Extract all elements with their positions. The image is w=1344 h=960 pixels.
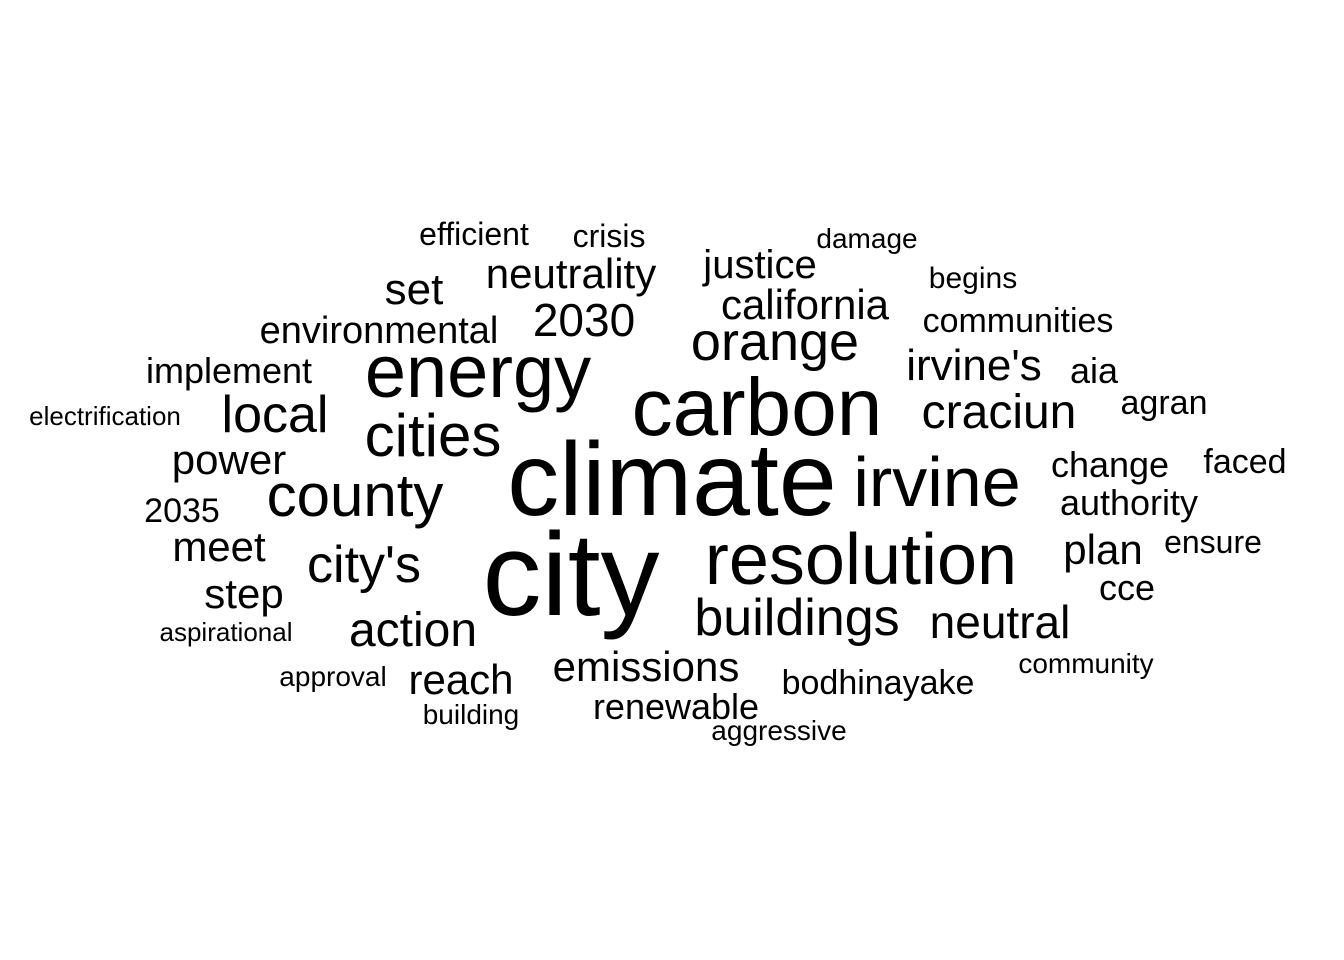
word-cce: cce — [1098, 567, 1156, 608]
word-neutrality: neutrality — [485, 250, 657, 297]
word-renewable: renewable — [592, 686, 760, 727]
word-orange: orange — [690, 312, 860, 372]
word-local: local — [221, 386, 329, 444]
word-damage: damage — [816, 223, 918, 254]
word-meet: meet — [172, 523, 266, 570]
word-climate: climate — [507, 422, 837, 538]
word-begins: begins — [928, 262, 1018, 295]
word-agran: agran — [1120, 384, 1208, 422]
word-authority: authority — [1059, 482, 1199, 523]
word-cities: cities — [364, 402, 502, 469]
word-2035: 2035 — [144, 492, 220, 530]
word-building: building — [422, 699, 520, 730]
word-plan: plan — [1063, 526, 1143, 573]
word-carbon: carbon — [631, 362, 883, 453]
word-california: california — [720, 281, 890, 328]
word-efficient: efficient — [419, 216, 529, 252]
word-change: change — [1050, 444, 1170, 485]
word-environmental: environmental — [259, 310, 499, 352]
word-electrification: electrification — [29, 401, 181, 431]
word-justice: justice — [703, 243, 817, 287]
word-set: set — [384, 265, 444, 314]
word-aia: aia — [1069, 350, 1119, 391]
word-energy: energy — [364, 330, 592, 413]
word-buildings: buildings — [694, 589, 900, 647]
word-county: county — [266, 462, 444, 529]
word-power: power — [171, 436, 287, 483]
word-aggressive: aggressive — [711, 715, 847, 746]
word-ensure: ensure — [1164, 524, 1262, 560]
word-action: action — [348, 604, 478, 657]
word-reach: reach — [408, 656, 514, 703]
word-community: community — [1018, 648, 1154, 679]
word-approval: approval — [279, 661, 387, 692]
word-bodhinayake: bodhinayake — [781, 664, 975, 702]
word-crisis: crisis — [572, 218, 646, 254]
word-citys: city's — [307, 536, 421, 594]
word-step: step — [204, 570, 284, 617]
word-aspirational: aspirational — [159, 617, 293, 647]
word-emissions: emissions — [552, 643, 740, 690]
word-resolution: resolution — [704, 520, 1018, 600]
word-communities: communities — [922, 302, 1114, 340]
word-irvine: irvine — [853, 443, 1021, 521]
word-neutral: neutral — [929, 596, 1071, 648]
word-faced: faced — [1203, 443, 1287, 481]
word-city: city — [482, 509, 660, 641]
word-implement: implement — [145, 350, 313, 391]
word-irvines: irvine's — [906, 341, 1042, 390]
word-craciun: craciun — [921, 386, 1077, 439]
word-2030: 2030 — [532, 294, 636, 346]
